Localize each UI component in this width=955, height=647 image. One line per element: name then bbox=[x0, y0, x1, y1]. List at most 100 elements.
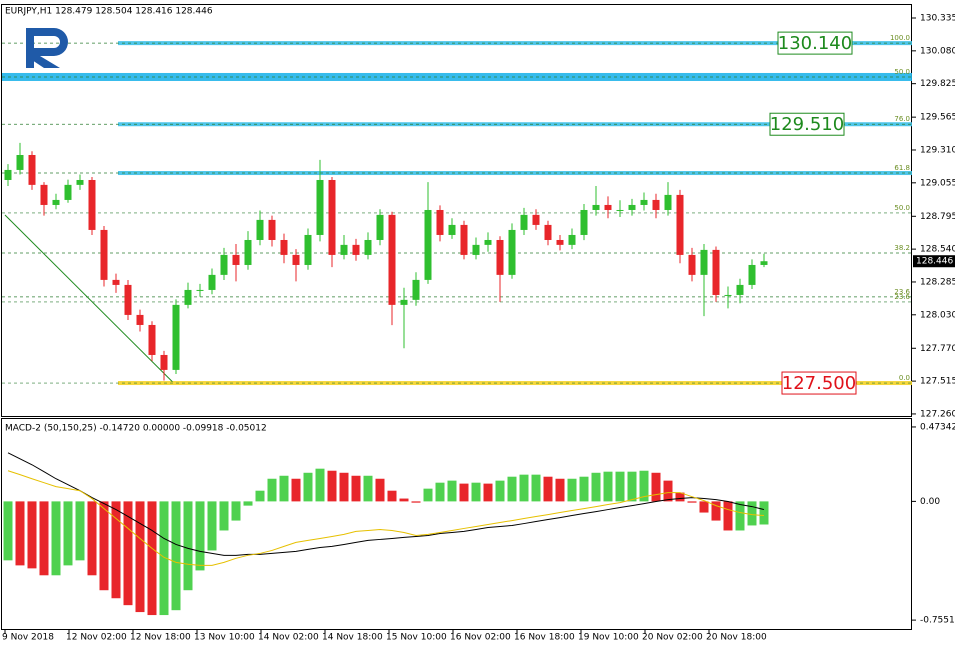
price-frame bbox=[1, 4, 912, 417]
x-tick-label: 16 Nov 18:00 bbox=[514, 633, 575, 643]
candle-body bbox=[232, 254, 240, 265]
candle-body bbox=[256, 219, 264, 240]
price-box-label: 127.500 bbox=[782, 373, 856, 394]
macd-bar bbox=[27, 501, 37, 569]
price-box bbox=[769, 112, 845, 136]
candle-body bbox=[364, 239, 372, 255]
macd-title: MACD-2 (50,150,25) -0.14720 0.00000 -0.0… bbox=[5, 424, 267, 434]
fib-label: 23.6 bbox=[894, 288, 910, 296]
macd-bar bbox=[579, 476, 589, 502]
macd-y-tick-label: -0.7551 bbox=[920, 616, 955, 626]
candle-body bbox=[292, 254, 300, 265]
candle-body bbox=[496, 239, 504, 275]
candle-body bbox=[508, 229, 516, 275]
candle-body bbox=[4, 169, 12, 180]
macd-bar bbox=[195, 501, 205, 571]
macd-bar bbox=[3, 501, 13, 561]
candle-body bbox=[400, 299, 408, 305]
y-tick-label: 127.770 bbox=[920, 344, 955, 354]
macd-bar bbox=[219, 501, 229, 531]
candle-body bbox=[712, 249, 720, 295]
last-price-box bbox=[913, 255, 955, 268]
y-tick-label: 127.260 bbox=[920, 409, 955, 419]
price-box bbox=[781, 371, 857, 395]
logo bbox=[26, 28, 68, 68]
candle-body bbox=[16, 155, 24, 170]
fib-label: 23.6 bbox=[894, 293, 910, 301]
candle-body bbox=[76, 179, 84, 185]
candle-body bbox=[208, 274, 216, 290]
candle-body bbox=[580, 209, 588, 235]
plot: 100.0 50.0 76.0 61.8 50.0 38.2 23.623.6 0.0 130.… bbox=[2, 14, 955, 643]
candle-body bbox=[412, 279, 420, 300]
macd-bar bbox=[663, 480, 673, 502]
candle-body bbox=[268, 219, 276, 240]
x-tick-label: 19 Nov 10:00 bbox=[578, 633, 639, 643]
logo-mark bbox=[26, 28, 68, 68]
price-box-label: 129.510 bbox=[770, 114, 844, 135]
macd-bar bbox=[423, 488, 433, 502]
x-tick-label: 14 Nov 02:00 bbox=[258, 633, 319, 643]
macd-bar bbox=[459, 483, 469, 502]
candle-body bbox=[316, 179, 324, 235]
price-box bbox=[777, 31, 853, 55]
macd-bar bbox=[363, 475, 373, 502]
trendline bbox=[4, 214, 173, 383]
y-tick-label: 128.540 bbox=[920, 245, 955, 255]
x-tick-label: 15 Nov 10:00 bbox=[386, 633, 447, 643]
candle-body bbox=[628, 204, 636, 210]
candle-body bbox=[220, 254, 228, 275]
macd-bar bbox=[411, 501, 421, 503]
candle-body bbox=[304, 234, 312, 265]
macd-bar bbox=[735, 501, 745, 531]
y-tick-label: 129.055 bbox=[920, 178, 955, 188]
macd-bar bbox=[303, 472, 313, 502]
x-tick-label: 20 Nov 18:00 bbox=[706, 633, 767, 643]
candle-body bbox=[136, 314, 144, 325]
candle-body bbox=[388, 214, 396, 305]
candle-body bbox=[124, 284, 132, 315]
candle-body bbox=[652, 199, 660, 210]
macd-bar bbox=[171, 501, 181, 611]
macd-bar bbox=[291, 478, 301, 502]
macd-bar bbox=[531, 474, 541, 502]
macd-bar bbox=[51, 501, 61, 576]
candle-body bbox=[172, 304, 180, 370]
macd-bar bbox=[387, 490, 397, 502]
candle-body bbox=[88, 179, 96, 230]
candle-body bbox=[40, 184, 48, 205]
macd-bar bbox=[507, 476, 517, 502]
macd-bar bbox=[351, 475, 361, 502]
macd-bar bbox=[39, 501, 49, 576]
macd-bar bbox=[699, 501, 709, 513]
macd-bar bbox=[75, 501, 85, 561]
y-tick-label: 130.335 bbox=[920, 14, 955, 24]
candle-body bbox=[148, 324, 156, 355]
candle-body bbox=[592, 204, 600, 210]
x-tick-label: 12 Nov 02:00 bbox=[66, 633, 127, 643]
last-price-label: 128.446 bbox=[916, 257, 953, 267]
candle-body bbox=[676, 194, 684, 255]
macd-bar bbox=[651, 472, 661, 502]
y-tick-label: 127.515 bbox=[920, 377, 955, 387]
candle-body bbox=[184, 289, 192, 305]
candle-body bbox=[328, 179, 336, 255]
candle-body bbox=[160, 354, 168, 370]
candle-body bbox=[532, 214, 540, 225]
x-tick-label: 20 Nov 02:00 bbox=[642, 633, 703, 643]
candle-body bbox=[688, 254, 696, 275]
candle-body bbox=[700, 249, 708, 275]
candle-body bbox=[436, 209, 444, 235]
candle-body bbox=[472, 244, 480, 255]
macd-bar bbox=[759, 501, 769, 525]
macd-bar bbox=[15, 501, 25, 566]
x-tick-label: 9 Nov 2018 bbox=[2, 633, 54, 643]
macd-bar bbox=[147, 501, 157, 616]
candle-body bbox=[568, 234, 576, 245]
candle-body bbox=[664, 194, 672, 210]
macd-bar bbox=[435, 482, 445, 502]
fib-label: 50.0 bbox=[894, 204, 910, 212]
macd-bar bbox=[555, 478, 565, 502]
